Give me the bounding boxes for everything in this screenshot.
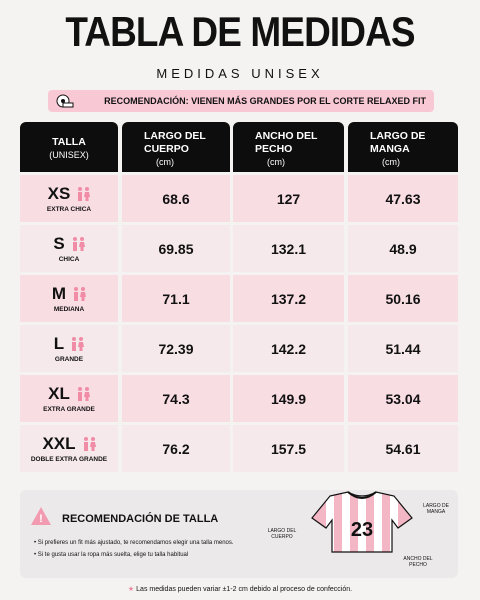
jersey: 23 (311, 491, 413, 553)
header-cell: ANCHO DEL PECHO (cm) (233, 122, 344, 172)
size-line: M (51, 284, 87, 304)
column-unit: (UNISEX) (49, 150, 89, 160)
person-icon (78, 187, 91, 201)
measure-cell: 74.3 (122, 375, 230, 422)
measure-cell: 72.39 (122, 325, 230, 372)
size-name: MEDIANA (53, 306, 85, 313)
column-unit: (cm) (267, 157, 285, 167)
column-label: ANCHO DEL PECHO (255, 130, 318, 155)
size-name: EXTRA GRANDE (43, 406, 95, 413)
measure-cell: 69.85 (122, 225, 230, 272)
measure-cell: 48.9 (348, 225, 458, 272)
measure-cell: 68.6 (122, 175, 230, 222)
size-line: L (53, 334, 85, 354)
bullet-text: Si prefieres un fit más ajustado, te rec… (37, 540, 234, 546)
measure-cell: 132.1 (233, 225, 344, 272)
size-cell: L GRANDE (20, 325, 118, 372)
size-line: XS (48, 184, 91, 204)
size-cell: M MEDIANA (20, 275, 118, 322)
measure-cell: 53.04 (348, 375, 458, 422)
size-cell: S CHICA (20, 225, 118, 272)
size-code: XL (48, 384, 70, 403)
footnote-text: Las medidas pueden variar ±1-2 cm debido… (136, 586, 353, 593)
column-label: TALLA (52, 136, 86, 148)
measure-cell: 142.2 (233, 325, 344, 372)
size-line: S (53, 234, 85, 254)
measure-cell: 71.1 (122, 275, 230, 322)
banner: RECOMENDACIÓN: VIENEN MÁS GRANDES POR EL… (48, 90, 434, 112)
size-code: L (53, 334, 65, 353)
size-code: XS (47, 184, 71, 203)
size-name: CHICA (58, 256, 80, 263)
header-cell: LARGO DE MANGA (cm) (348, 122, 458, 172)
size-cell: XL EXTRA GRANDE (20, 375, 118, 422)
banner-text: RECOMENDACIÓN: VIENEN MÁS GRANDES POR EL… (104, 96, 426, 106)
footnote: ★ Las medidas pueden variar ±1-2 cm debi… (127, 586, 353, 593)
size-name: EXTRA CHICA (46, 206, 92, 213)
warning-icon: ! (31, 507, 51, 525)
size-code: S (53, 234, 65, 253)
size-cell: XXL DOBLE EXTRA GRANDE (20, 425, 118, 472)
measure-cell: 149.9 (233, 375, 344, 422)
measure-cell: 137.2 (233, 275, 344, 322)
title: TABLA DE MEDIDAS (65, 8, 415, 55)
header-cell: TALLA (UNISEX) (20, 122, 118, 172)
measure-cell: 76.2 (122, 425, 230, 472)
svg-text:!: ! (39, 513, 43, 525)
size-name: GRANDE (54, 356, 84, 363)
person-icon (74, 287, 87, 301)
size-code: M (51, 284, 67, 303)
subtitle: MEDIDAS UNISEX (156, 66, 324, 81)
person-icon (72, 237, 85, 251)
column-unit: (cm) (156, 157, 174, 167)
diagram-label: LARGO DEL CUERPO (267, 528, 297, 540)
size-cell: XS EXTRA CHICA (20, 175, 118, 222)
person-icon (72, 337, 85, 351)
size-code: XXL (42, 434, 76, 453)
diagram-label: LARGO DE MANGA (423, 503, 449, 515)
measure-cell: 54.61 (348, 425, 458, 472)
column-unit: (cm) (382, 157, 400, 167)
measure-cell: 157.5 (233, 425, 344, 472)
measure-cell: 47.63 (348, 175, 458, 222)
person-icon (77, 387, 90, 401)
header-cell: LARGO DEL CUERPO (cm) (122, 122, 230, 172)
bullet-text: Si te gusta usar la ropa más suelta, eli… (37, 552, 189, 558)
measure-cell: 51.44 (348, 325, 458, 372)
column-label: LARGO DEL CUERPO (144, 130, 206, 155)
bullet: • Si prefieres un fit más ajustado, te r… (34, 540, 234, 546)
measure-cell: 127 (233, 175, 344, 222)
size-line: XXL (42, 434, 96, 454)
tape-icon (56, 94, 74, 108)
recommendation-title: RECOMENDACIÓN DE TALLA (62, 513, 219, 525)
column-label: LARGO DE MANGA (370, 130, 426, 155)
size-name: DOBLE EXTRA GRANDE (30, 456, 108, 463)
size-line: XL (48, 384, 90, 404)
bullet: • Si te gusta usar la ropa más suelta, e… (34, 552, 189, 558)
person-icon (83, 437, 96, 451)
measure-cell: 50.16 (348, 275, 458, 322)
jersey-number: 23 (351, 519, 373, 541)
diagram-label: ANCHO DEL PECHO (403, 556, 433, 568)
